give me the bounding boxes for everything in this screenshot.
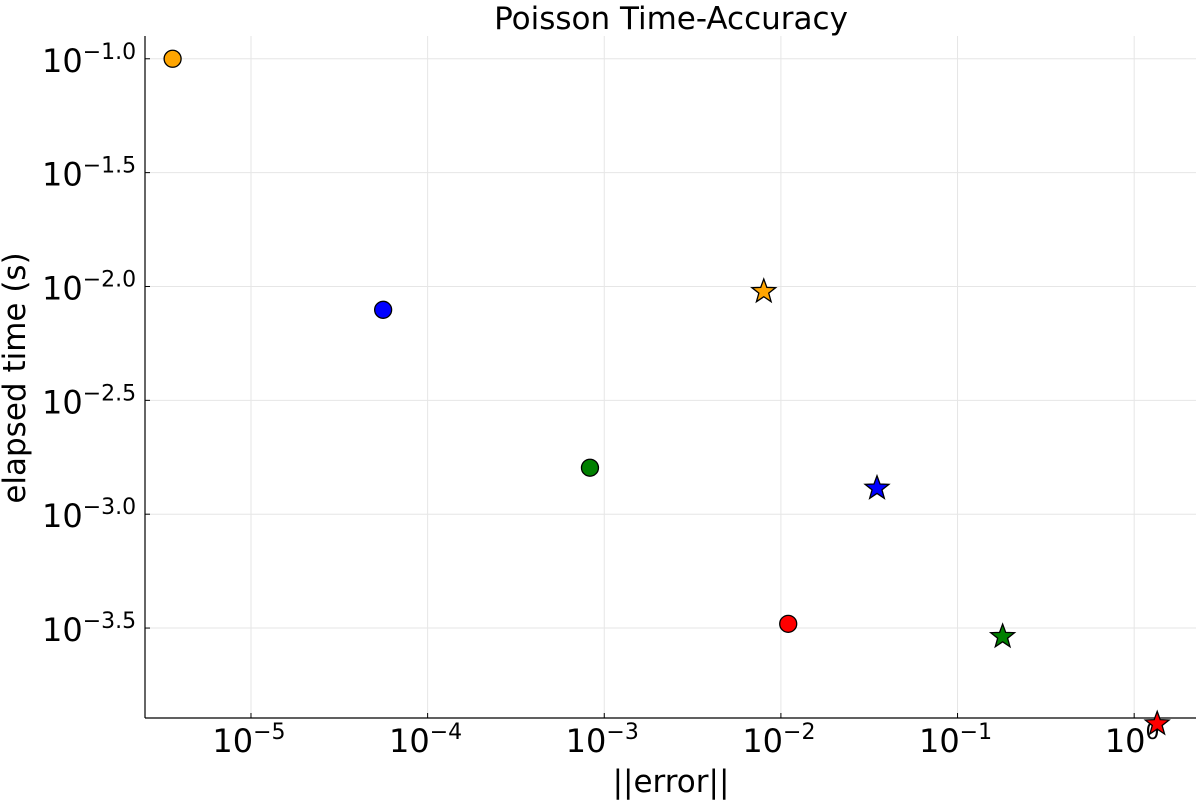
y-tick-base: 10 [42,497,83,535]
data-points [163,49,1171,736]
data-point-circle [373,300,393,319]
data-point-circle [580,458,600,477]
axes [144,36,1196,719]
x-tick-base: 10 [389,722,430,760]
x-tick-exponent: −2 [783,720,815,745]
y-tick-label: 10−2.5 [42,381,136,421]
x-tick-base: 10 [566,722,607,760]
chart-title: Poisson Time-Accuracy [494,1,848,37]
x-tick-exponent: −3 [606,720,638,745]
y-tick-exponent: −2.0 [83,267,136,292]
y-tick-base: 10 [42,42,83,80]
data-point-circle [779,614,798,633]
x-tick-exponent: −4 [430,720,462,745]
x-axis-label: ||error|| [613,764,730,800]
y-tick-exponent: −2.5 [83,381,136,406]
y-axis-label: elapsed time (s) [0,252,33,503]
y-tick-label: 10−3.0 [42,495,136,535]
x-tick-exponent: −5 [253,720,285,745]
grid [145,36,1196,718]
y-tick-exponent: −1.5 [83,154,136,179]
y-tick-label: 10−2.0 [42,267,136,307]
y-ticks: 10−1.010−1.510−2.010−2.510−3.010−3.5 [42,40,136,649]
x-tick-label: 10−2 [742,720,815,760]
x-tick-label: 10−5 [212,720,285,760]
x-tick-label: 10−1 [919,720,992,760]
data-point-circle [163,49,182,68]
y-tick-base: 10 [42,156,83,194]
x-tick-base: 10 [212,722,253,760]
y-tick-base: 10 [42,611,83,649]
y-tick-base: 10 [42,269,83,307]
x-tick-base: 10 [919,722,960,760]
y-tick-label: 10−1.0 [42,40,136,80]
y-tick-exponent: −1.0 [83,40,136,65]
data-point-star [750,277,778,304]
x-tick-label: 10−4 [389,720,462,760]
data-point-star [863,473,891,500]
y-tick-label: 10−3.5 [42,609,136,649]
y-tick-exponent: −3.5 [83,609,136,634]
x-tick-label: 10−3 [566,720,639,760]
y-tick-base: 10 [42,383,83,421]
x-tick-base: 10 [742,722,783,760]
y-tick-exponent: −3.0 [83,495,136,520]
x-ticks: 10−510−410−310−210−1100 [212,720,1159,760]
x-tick-base: 10 [1105,722,1146,760]
x-tick-label: 100 [1105,720,1160,760]
x-tick-exponent: −1 [960,720,992,745]
data-point-star [1143,709,1171,736]
data-point-star [988,622,1017,649]
y-tick-label: 10−1.5 [42,154,136,194]
